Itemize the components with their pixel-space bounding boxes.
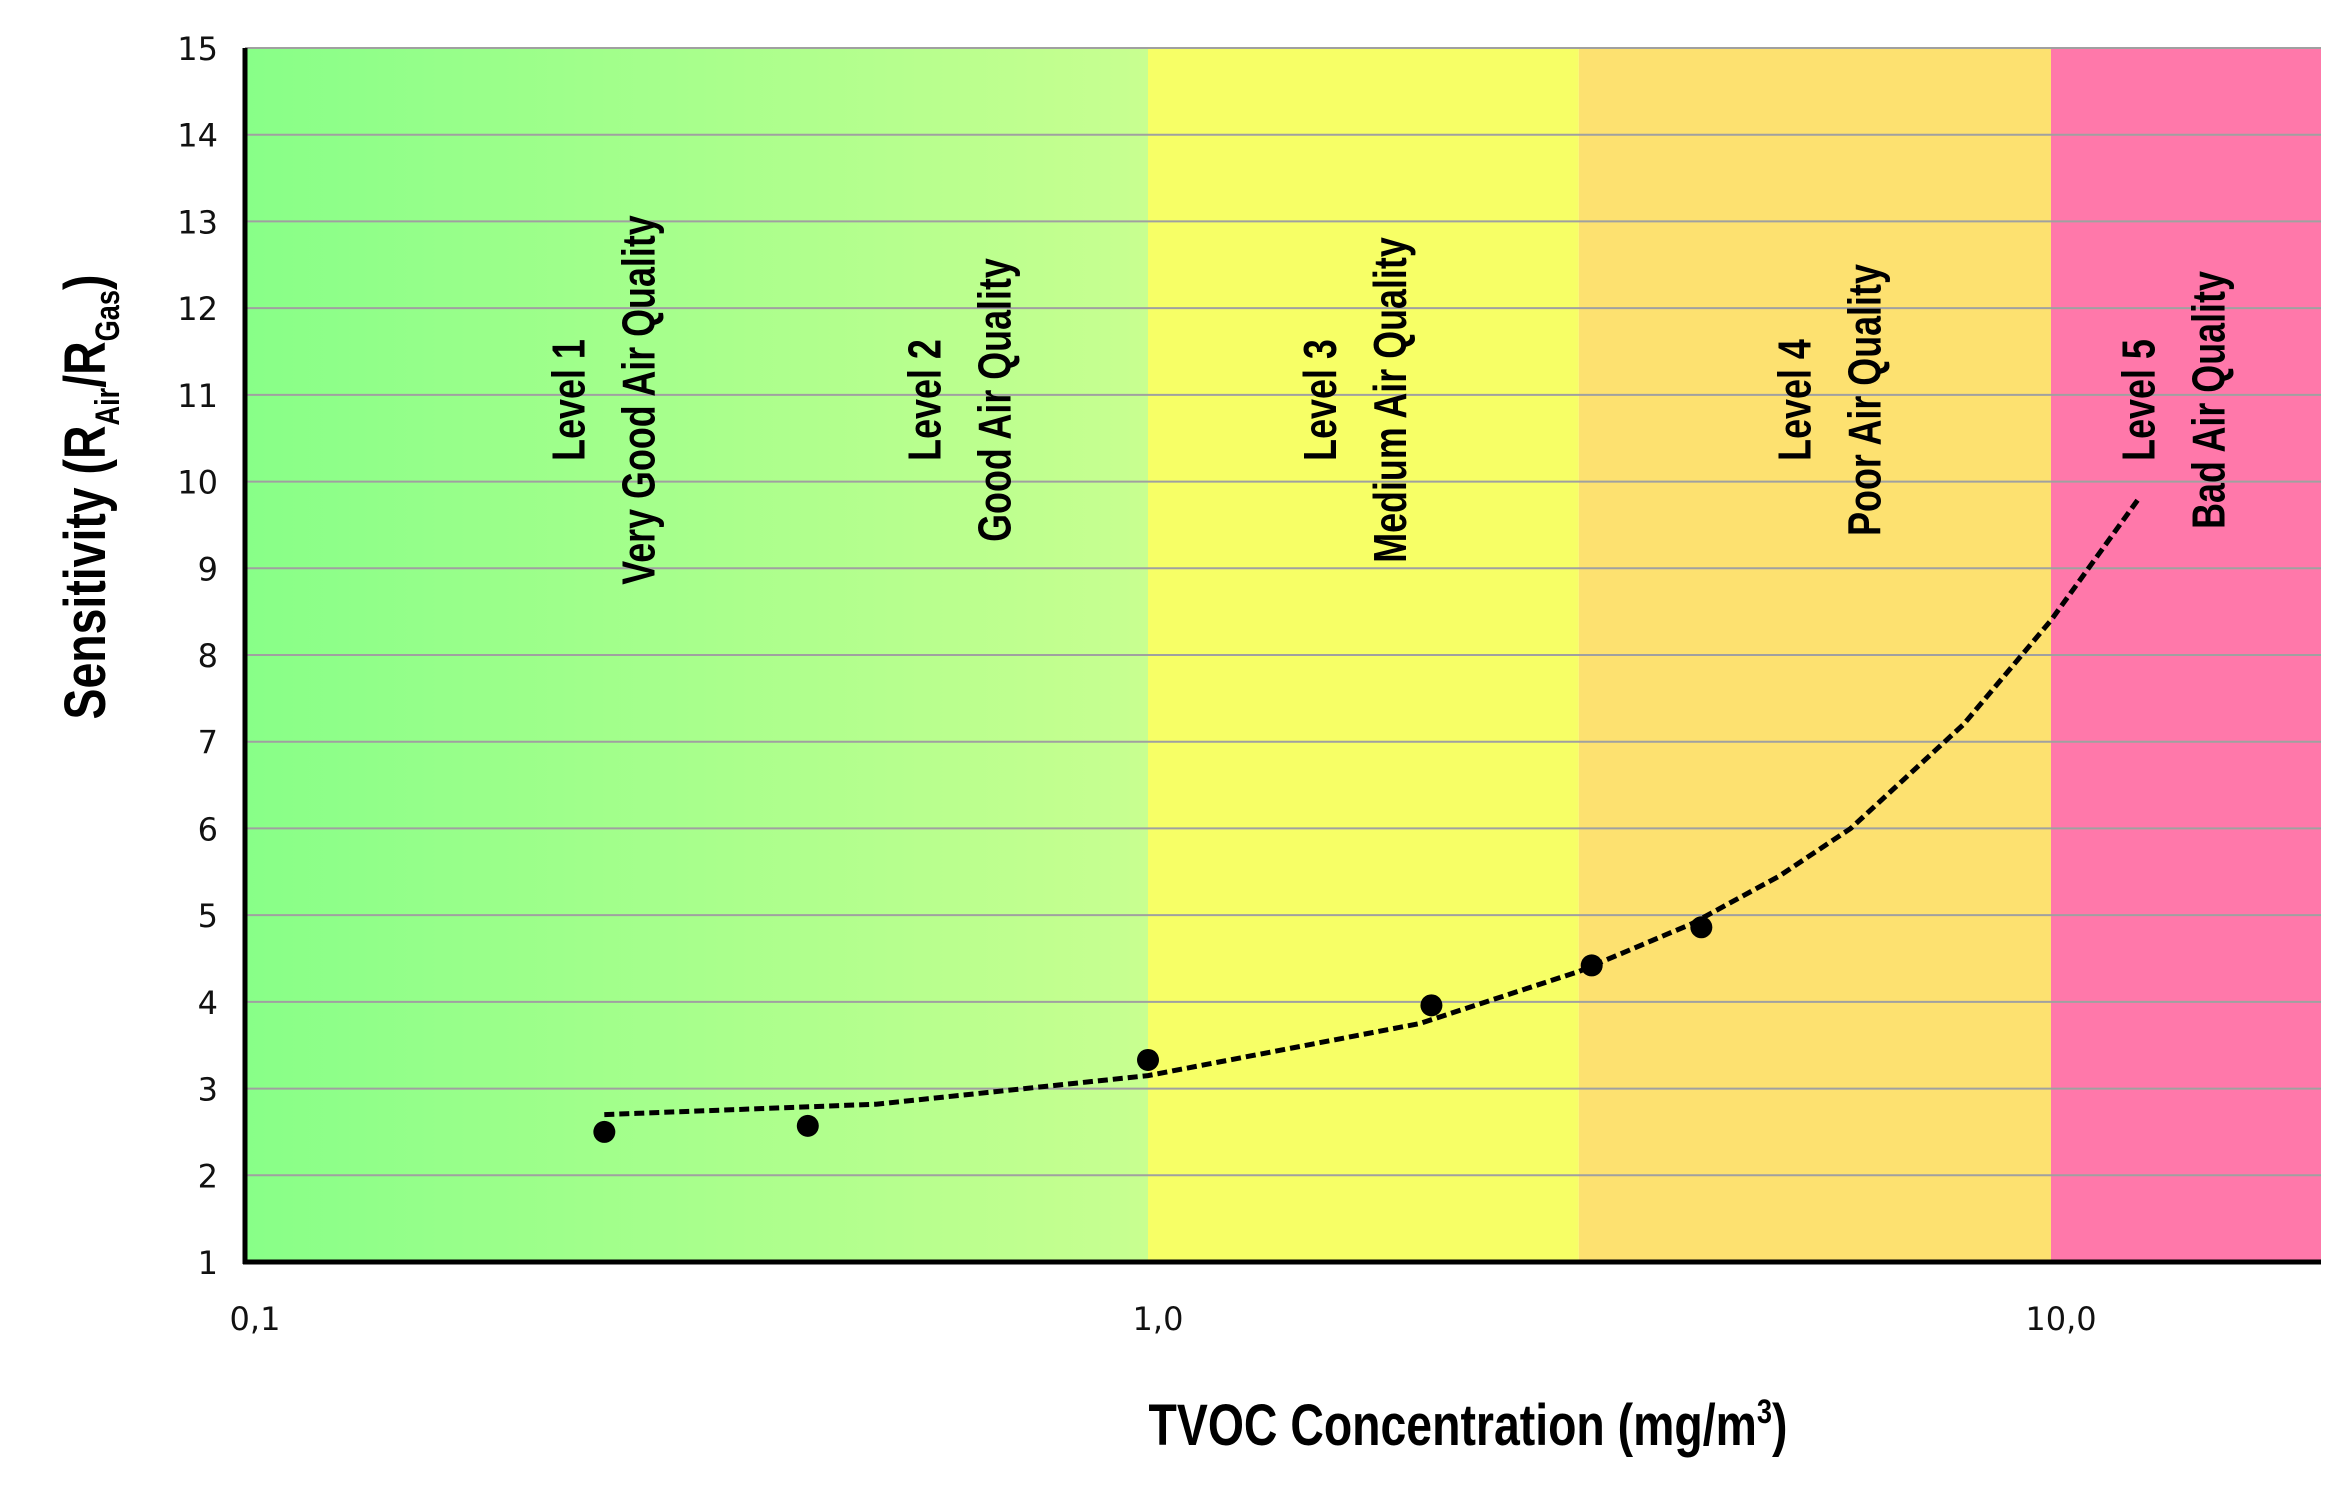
y-tick-label: 2 xyxy=(198,1157,218,1195)
y-tick-label: 9 xyxy=(198,550,218,588)
x-tick-label: 1,0 xyxy=(1133,1300,1184,1338)
zone-quality-label: Very Good Air Quality xyxy=(613,215,664,585)
y-tick-label: 3 xyxy=(198,1071,218,1109)
y-tick-label: 10 xyxy=(177,464,218,502)
zone-level-label: Level 2 xyxy=(899,339,950,461)
y-tick-label: 6 xyxy=(198,810,218,848)
y-tick-label: 8 xyxy=(198,637,218,675)
zone-quality-label: Bad Air Quality xyxy=(2183,271,2234,529)
x-tick-label: 0,1 xyxy=(230,1300,281,1338)
y-tick-label: 15 xyxy=(177,30,218,68)
zone-quality-label: Poor Air Quality xyxy=(1839,264,1890,536)
data-point xyxy=(1137,1048,1159,1071)
y-axis-title: Sensitivity (RAir/RGas) xyxy=(53,275,127,720)
zone-quality-label: Medium Air Quality xyxy=(1365,237,1416,563)
zone-level-label: Level 5 xyxy=(2113,339,2164,461)
data-points xyxy=(593,916,1713,1143)
data-point xyxy=(796,1114,819,1137)
axes xyxy=(242,48,2321,1265)
x-axis-title: TVOC Concentration (mg/m3) xyxy=(1149,1392,1788,1458)
y-tick-label: 14 xyxy=(177,117,218,155)
zone-quality-label: Good Air Quality xyxy=(969,258,1020,542)
data-point xyxy=(593,1120,616,1143)
data-point xyxy=(1690,916,1713,939)
gridlines xyxy=(245,47,2321,1177)
data-point xyxy=(1420,994,1443,1017)
y-tick-label: 1 xyxy=(198,1244,218,1282)
y-tick-label: 5 xyxy=(198,897,218,935)
y-tick-label: 7 xyxy=(198,724,218,762)
x-tick-label: 10,0 xyxy=(2025,1300,2096,1338)
data-point xyxy=(1580,954,1603,977)
zone-level-label: Level 1 xyxy=(543,339,594,461)
zone-level-label: Level 4 xyxy=(1769,339,1820,461)
zone-level-label: Level 3 xyxy=(1295,339,1346,461)
zone-labels: Level 1 Very Good Air Quality Level 2 Good … xyxy=(543,215,2234,585)
y-tick-label: 12 xyxy=(177,290,218,328)
y-tick-label: 4 xyxy=(198,984,218,1022)
y-tick-label: 11 xyxy=(177,377,218,415)
y-tick-label: 13 xyxy=(177,203,218,241)
